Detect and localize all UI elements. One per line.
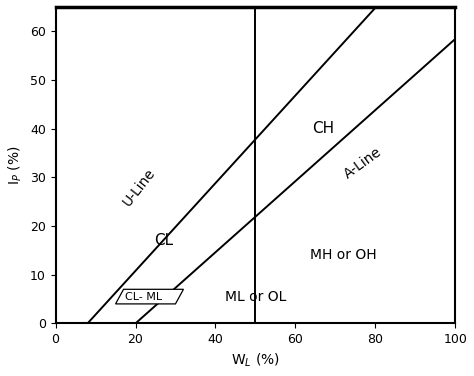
Text: MH or OH: MH or OH <box>310 248 376 262</box>
Text: U-Line: U-Line <box>120 165 158 209</box>
X-axis label: W$_L$ (%): W$_L$ (%) <box>231 352 280 369</box>
Text: ML or OL: ML or OL <box>225 290 286 303</box>
Y-axis label: I$_P$ (%): I$_P$ (%) <box>7 145 24 185</box>
Text: CH: CH <box>312 121 334 136</box>
Text: CL- ML: CL- ML <box>125 292 162 302</box>
Text: CL: CL <box>154 233 173 248</box>
Polygon shape <box>116 289 183 304</box>
Text: A-Line: A-Line <box>342 144 385 181</box>
